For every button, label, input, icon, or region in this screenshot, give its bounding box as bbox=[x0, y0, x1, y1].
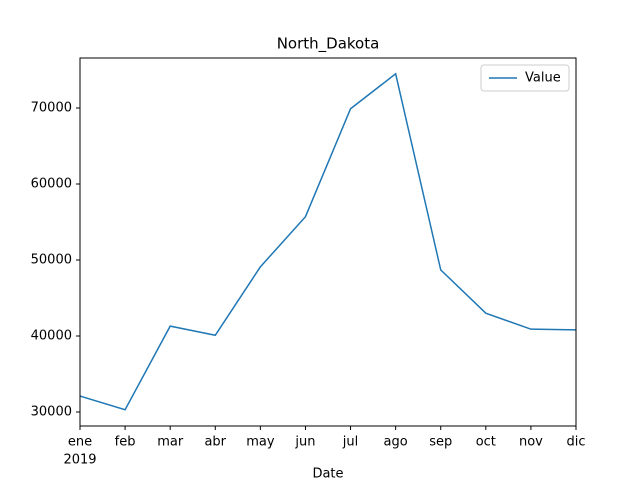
y-tick-label: 60000 bbox=[31, 177, 72, 192]
x-tick-label: ago bbox=[384, 435, 408, 450]
x-tick-label: feb bbox=[115, 435, 136, 450]
x-tick-label: mar bbox=[157, 435, 184, 450]
x-axis-label: Date bbox=[312, 467, 343, 480]
y-tick-label: 30000 bbox=[31, 405, 72, 420]
year-label: 2019 bbox=[63, 453, 96, 468]
x-tick-label: ene bbox=[68, 435, 92, 450]
x-tick-label: dic bbox=[566, 435, 585, 450]
x-tick-label: jun bbox=[294, 435, 315, 450]
x-tick-label: nov bbox=[519, 435, 543, 450]
x-tick-label: sep bbox=[429, 435, 452, 450]
x-tick-label: abr bbox=[204, 435, 226, 450]
legend-label: Value bbox=[525, 71, 561, 86]
x-tick-label: may bbox=[246, 435, 275, 450]
chart-title: North_Dakota bbox=[277, 35, 380, 54]
x-tick-label: jul bbox=[342, 435, 358, 450]
x-tick-label: oct bbox=[476, 435, 496, 450]
plot-frame bbox=[79, 57, 577, 427]
y-tick-label: 70000 bbox=[31, 101, 72, 116]
legend-box bbox=[480, 64, 570, 92]
y-tick-label: 50000 bbox=[31, 253, 72, 268]
y-tick-label: 40000 bbox=[31, 329, 72, 344]
line bbox=[79, 72, 577, 411]
